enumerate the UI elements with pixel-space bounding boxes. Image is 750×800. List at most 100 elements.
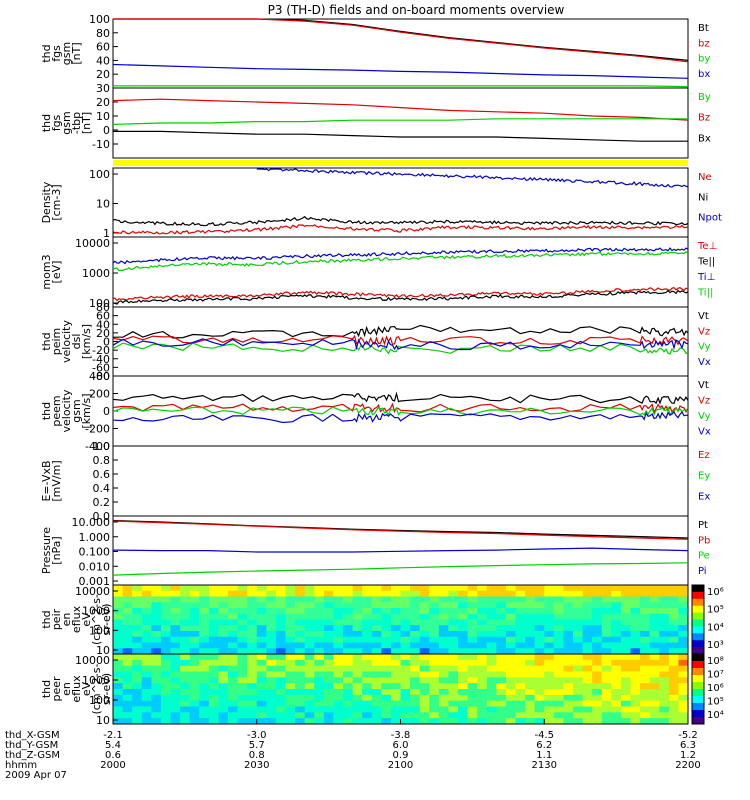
spectrogram-cell	[419, 590, 430, 597]
spectrogram-cell	[323, 613, 334, 620]
y-axis-label: velocity	[60, 389, 73, 432]
spectrogram-cell	[170, 613, 181, 620]
spectrogram-cell	[218, 590, 229, 597]
spectrogram-cell	[668, 694, 679, 702]
spectrogram-cell	[113, 706, 124, 713]
spectrogram-cell	[467, 590, 478, 597]
spectrogram-cell	[122, 619, 133, 626]
spectrogram-cell	[160, 718, 171, 725]
spectrogram-cell	[180, 700, 191, 707]
spectrogram-cell	[314, 636, 325, 643]
spectrogram-cell	[314, 706, 325, 713]
spectrogram-cell	[170, 700, 181, 707]
spectrogram-cell	[352, 619, 363, 626]
spectrogram-cell	[266, 642, 277, 649]
spectrogram-cell	[362, 718, 373, 725]
spectrogram-cell	[649, 654, 660, 661]
spectrogram-cell	[132, 683, 143, 690]
spectrogram-cell	[285, 596, 296, 603]
spectrogram-cell	[189, 648, 200, 655]
y-tick-label: 40	[96, 318, 110, 331]
spectrogram-cell	[151, 659, 162, 667]
spectrogram-cell	[611, 677, 622, 684]
spectrogram-cell	[563, 625, 574, 632]
spectrogram-cell	[659, 671, 670, 678]
spectrogram-cell	[362, 671, 373, 678]
spectrogram-cell	[544, 712, 555, 719]
spectrogram-cell	[180, 689, 191, 696]
spectrogram-cell	[525, 596, 536, 603]
spectrogram-cell	[419, 706, 430, 713]
spectrogram-cell	[582, 613, 593, 620]
spectrogram-cell	[371, 659, 382, 667]
spectrogram-cell	[352, 631, 363, 638]
spectrogram-cell	[534, 648, 545, 655]
spectrogram-cell	[429, 718, 440, 725]
spectrogram-cell	[448, 625, 459, 632]
spectrogram-cell	[534, 712, 545, 719]
spectrogram-cell	[343, 642, 354, 649]
spectrogram-cell	[343, 689, 354, 696]
spectrogram-cell	[477, 642, 488, 649]
spectrogram-cell	[113, 648, 124, 655]
y-tick-label: 0	[103, 336, 110, 349]
spectrogram-cell	[668, 602, 679, 609]
spectrogram-cell	[352, 585, 363, 592]
spectrogram-cell	[343, 654, 354, 661]
spectrogram-cell	[525, 665, 536, 672]
spectrogram-cell	[525, 659, 536, 667]
spectrogram-cell	[362, 706, 373, 713]
spectrogram-cell	[343, 712, 354, 719]
spectrogram-cell	[314, 613, 325, 620]
spectrogram-cell	[390, 619, 401, 626]
spectrogram	[113, 585, 689, 655]
y-tick-label: -10	[92, 138, 110, 151]
spectrogram-cell	[438, 694, 449, 702]
colorbar-swatch	[692, 598, 704, 607]
spectrogram-cell	[218, 613, 229, 620]
spectrogram-cell	[534, 642, 545, 649]
spectrogram-cell	[438, 671, 449, 678]
spectrogram-cell	[151, 642, 162, 649]
spectrogram-cell	[371, 671, 382, 678]
spectrogram-cell	[208, 648, 219, 655]
spectrogram-cell	[218, 602, 229, 609]
spectrogram-cell	[448, 689, 459, 696]
spectrogram-cell	[352, 665, 363, 672]
spectrogram-cell	[275, 683, 286, 690]
spectrogram-cell	[381, 625, 392, 632]
spectrogram-cell	[611, 712, 622, 719]
spectrogram-cell	[601, 665, 612, 672]
colorbar-swatch	[692, 717, 704, 725]
spectrogram-cell	[371, 677, 382, 684]
spectrogram-cell	[352, 659, 363, 667]
spectrogram-cell	[649, 636, 660, 643]
spectrogram-cell	[247, 654, 258, 661]
y-axis-label: gsm	[70, 399, 83, 422]
y-tick-label: 0.4	[93, 482, 111, 495]
spectrogram-cell	[534, 677, 545, 684]
spectrogram-cell	[237, 613, 248, 620]
spectrogram-cell	[256, 659, 267, 667]
spectrogram-cell	[419, 602, 430, 609]
spectrogram-cell	[266, 602, 277, 609]
spectrogram-cell	[592, 654, 603, 661]
spectrogram-cell	[649, 671, 660, 678]
spectrogram-cell	[160, 665, 171, 672]
series-line-Vz	[112, 402, 689, 414]
spectrogram-cell	[419, 671, 430, 678]
series-line-Bx	[113, 130, 688, 142]
spectrogram-cell	[611, 585, 622, 592]
spectrogram-cell	[314, 625, 325, 632]
spectrogram-cell	[620, 665, 631, 672]
spectrogram-cell	[285, 694, 296, 702]
spectrogram-cell	[228, 694, 239, 702]
y-tick-label: 0.6	[93, 468, 111, 481]
spectrogram-cell	[132, 671, 143, 678]
spectrogram-cell	[362, 689, 373, 696]
spectrogram-cell	[630, 700, 641, 707]
spectrogram-cell	[611, 689, 622, 696]
spectrogram-cell	[429, 625, 440, 632]
